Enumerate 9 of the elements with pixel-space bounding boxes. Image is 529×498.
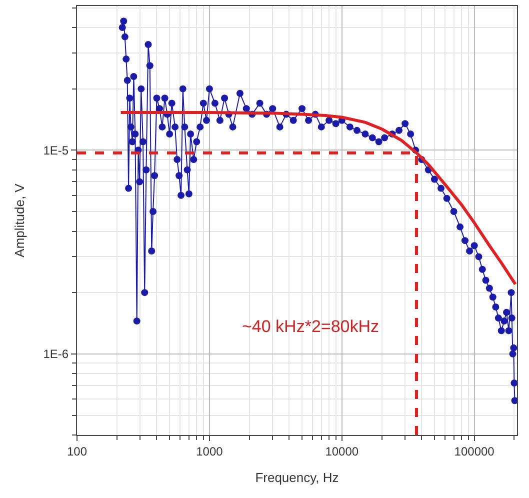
x-tick-label: 10000 (325, 444, 359, 458)
x-axis-title: Frequency, Hz (255, 470, 339, 485)
x-tick-label: 100000 (454, 444, 495, 458)
y-tick-label: 1E-5 (43, 143, 69, 158)
y-tick-label: 1E-6 (43, 347, 69, 362)
x-tick-label: 100 (66, 444, 88, 458)
y-axis-title: Amplitude, V (12, 183, 28, 258)
x-tick-label: 1000 (196, 444, 224, 458)
annotation: ~40 kHz*2=80kHz (242, 317, 380, 336)
